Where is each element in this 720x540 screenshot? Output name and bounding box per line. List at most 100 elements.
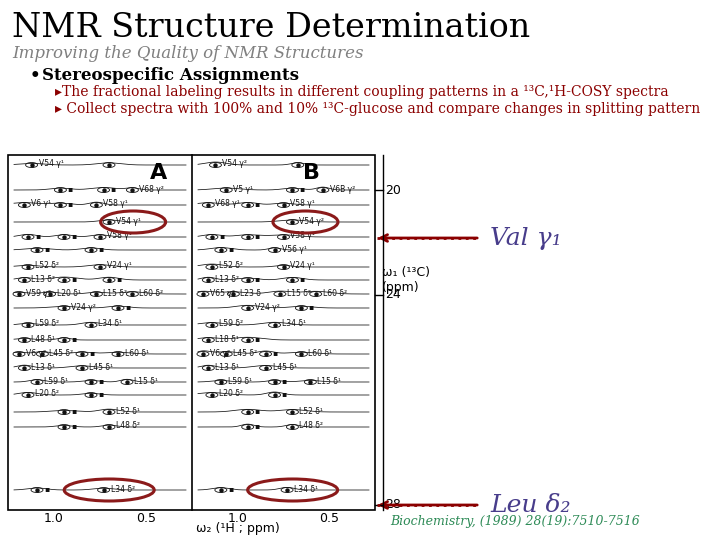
Text: ▸ Collect spectra with 100% and 10% ¹³C-glucose and compare changes in splitting: ▸ Collect spectra with 100% and 10% ¹³C-… <box>55 102 701 116</box>
Text: 0.5: 0.5 <box>136 512 156 525</box>
Text: L15 δ²: L15 δ² <box>104 288 127 298</box>
Text: 28: 28 <box>385 498 401 511</box>
Text: L60 δ²: L60 δ² <box>140 288 163 298</box>
Text: L18 δ¹: L18 δ¹ <box>215 334 239 343</box>
Text: L34 δ¹: L34 δ¹ <box>282 320 305 328</box>
Text: L59 δ¹: L59 δ¹ <box>44 376 68 386</box>
Text: L48 δ²: L48 δ² <box>116 422 140 430</box>
Text: Leu δ₂: Leu δ₂ <box>490 494 570 516</box>
Text: ▪: ▪ <box>255 334 260 343</box>
Text: V68 γ²: V68 γ² <box>140 185 164 193</box>
Text: ▪: ▪ <box>71 232 76 240</box>
Text: 20: 20 <box>385 184 401 197</box>
Text: ▪: ▪ <box>282 376 287 386</box>
Text: ▪: ▪ <box>68 199 73 208</box>
Text: Stereospecific Assignments: Stereospecific Assignments <box>42 67 299 84</box>
Text: ▪: ▪ <box>255 199 260 208</box>
Text: Val γ₁: Val γ₁ <box>490 226 562 249</box>
Text: ω₂ (¹H ; ppm): ω₂ (¹H ; ppm) <box>196 522 279 535</box>
Text: ▪: ▪ <box>98 376 103 386</box>
Text: L13 δ¹: L13 δ¹ <box>215 362 239 372</box>
Text: ▪: ▪ <box>71 422 76 430</box>
Text: L52 δ²: L52 δ² <box>35 261 59 271</box>
Text: ▸The fractional labeling results in different coupling patterns in a ¹³C,¹H-COSY: ▸The fractional labeling results in diff… <box>55 85 669 99</box>
Text: L59 δ¹: L59 δ¹ <box>228 376 252 386</box>
Text: 24: 24 <box>385 288 401 301</box>
Text: (ppm): (ppm) <box>382 281 420 294</box>
Text: L34 δ¹: L34 δ¹ <box>98 320 122 328</box>
Text: ▪: ▪ <box>68 185 73 193</box>
Text: A: A <box>150 163 167 183</box>
Text: V58 γ¹: V58 γ¹ <box>104 199 128 208</box>
Text: ▪: ▪ <box>255 232 260 240</box>
Text: L60 δ¹: L60 δ¹ <box>125 348 149 357</box>
Text: L34 δ¹: L34 δ¹ <box>294 484 318 494</box>
Text: ω₁ (¹³C): ω₁ (¹³C) <box>382 266 430 279</box>
Text: NMR Structure Determination: NMR Structure Determination <box>12 12 530 44</box>
Text: V59 γ²: V59 γ² <box>26 288 51 298</box>
Text: V56 γ¹: V56 γ¹ <box>282 245 307 253</box>
Text: L23 δ: L23 δ <box>240 288 261 298</box>
Text: V24 γ¹: V24 γ¹ <box>290 261 315 271</box>
Text: L59 δ²: L59 δ² <box>219 320 243 328</box>
Text: V6 γ¹: V6 γ¹ <box>32 199 51 208</box>
Text: L52 δ²: L52 δ² <box>219 261 243 271</box>
Text: L20 δ¹: L20 δ¹ <box>57 288 81 298</box>
Text: V54 γ¹: V54 γ¹ <box>116 217 141 226</box>
Text: L48 δ²: L48 δ² <box>300 422 323 430</box>
Text: ▪: ▪ <box>44 245 49 253</box>
Text: L45 δ¹: L45 δ¹ <box>89 362 113 372</box>
Text: L48 δ¹: L48 δ¹ <box>32 334 55 343</box>
Text: ▪: ▪ <box>308 302 313 312</box>
Text: L45 δ²: L45 δ² <box>233 348 257 357</box>
Text: L13 δ¹: L13 δ¹ <box>32 362 55 372</box>
Text: V54 γ¹: V54 γ¹ <box>39 159 63 168</box>
Text: ▪: ▪ <box>98 389 103 399</box>
Text: ▪: ▪ <box>219 232 224 240</box>
Text: L15 δ¹: L15 δ¹ <box>318 376 341 386</box>
Text: L15 δ¹: L15 δ¹ <box>134 376 158 386</box>
Text: L60 δ¹: L60 δ¹ <box>308 348 333 357</box>
Text: V58 γ¹: V58 γ¹ <box>290 199 315 208</box>
Text: V58 γ¹: V58 γ¹ <box>290 232 315 240</box>
Text: ▪: ▪ <box>71 334 76 343</box>
Text: L34 δ²: L34 δ² <box>111 484 135 494</box>
Text: L52 δ¹: L52 δ¹ <box>116 407 140 415</box>
Text: V6B γ²: V6B γ² <box>330 185 355 193</box>
Text: ▪: ▪ <box>228 484 233 494</box>
Text: V24 γ²: V24 γ² <box>71 302 96 312</box>
Text: V24 γ¹: V24 γ¹ <box>107 261 132 271</box>
Text: V5 γ¹: V5 γ¹ <box>233 185 253 193</box>
Text: ▪: ▪ <box>255 274 260 284</box>
Text: •: • <box>30 67 46 85</box>
Text: L52 δ¹: L52 δ¹ <box>300 407 323 415</box>
Text: ▪: ▪ <box>300 274 305 284</box>
Text: V54 γ²: V54 γ² <box>222 159 248 168</box>
Text: Improving the Quality of NMR Structures: Improving the Quality of NMR Structures <box>12 45 364 62</box>
Text: 0.5: 0.5 <box>319 512 339 525</box>
Text: ▪: ▪ <box>125 302 130 312</box>
Text: ▪: ▪ <box>71 407 76 415</box>
Text: V65 γ²: V65 γ² <box>210 288 235 298</box>
Text: Biochemistry, (1989) 28(19):7510-7516: Biochemistry, (1989) 28(19):7510-7516 <box>390 515 640 528</box>
Text: ▪: ▪ <box>228 245 233 253</box>
Text: ▪: ▪ <box>282 389 287 399</box>
Text: L59 δ²: L59 δ² <box>35 320 59 328</box>
Text: ▪: ▪ <box>255 407 260 415</box>
Text: ▪: ▪ <box>89 348 94 357</box>
Bar <box>8 155 375 510</box>
Text: V68 γ¹: V68 γ¹ <box>215 199 240 208</box>
Text: ▪: ▪ <box>35 232 40 240</box>
Text: L45 δ²: L45 δ² <box>50 348 73 357</box>
Text: ▪: ▪ <box>111 185 116 193</box>
Text: 1.0: 1.0 <box>44 512 64 525</box>
Text: V6 γ²: V6 γ² <box>26 348 46 357</box>
Text: L13 δ²: L13 δ² <box>215 274 239 284</box>
Text: ▪: ▪ <box>273 348 278 357</box>
Text: V24 γ²: V24 γ² <box>255 302 279 312</box>
Text: V6 γ²: V6 γ² <box>210 348 230 357</box>
Text: ▪: ▪ <box>98 245 103 253</box>
Text: 1.0: 1.0 <box>228 512 248 525</box>
Text: V54 γ²: V54 γ² <box>300 217 325 226</box>
Text: L13 δ²: L13 δ² <box>32 274 55 284</box>
